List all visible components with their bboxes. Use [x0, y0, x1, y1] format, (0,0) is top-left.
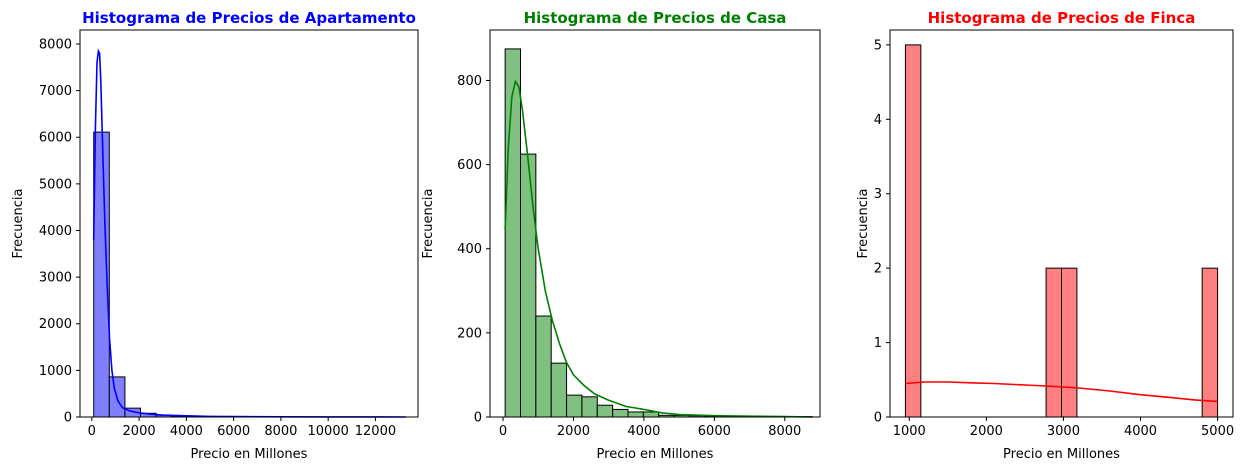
histogram-bar [550, 362, 568, 418]
x-tick-label: 2000 [123, 424, 156, 439]
axes-frame [489, 29, 821, 418]
panel-casa: 0 2000 4000 6000 8000 0 200 400 600 800 Histograma… [421, 9, 821, 462]
chart-title: Histograma de Precios de Apartamento [82, 9, 416, 27]
x-tick-label: 4000 [1124, 424, 1157, 439]
x-tick-label: 2000 [557, 424, 590, 439]
y-tick-label: 6000 [39, 131, 72, 146]
kde-line [92, 48, 406, 418]
panel-apartamento: 0 2000 4000 6000 8000 10000 12000 0 1000 2000 3000… [11, 9, 419, 462]
x-tick-label: 2000 [970, 424, 1003, 439]
histogram-bar [535, 315, 552, 418]
histogram-bar [1061, 267, 1078, 418]
y-tick-label: 3000 [39, 271, 72, 286]
x-tick-label: 8000 [768, 424, 801, 439]
y-tick-label: 7000 [39, 84, 72, 99]
y-tick-label: 0 [64, 411, 72, 426]
y-tick-label: 3 [874, 187, 882, 202]
histogram-bar [1201, 267, 1219, 418]
histogram-bar [566, 394, 583, 418]
x-tick-label: 6000 [217, 424, 250, 439]
panel-finca: 1000 2000 3000 4000 5000 0 1 2 3 4 5 Histograma de … [856, 9, 1234, 462]
y-tick-label: 5000 [39, 177, 72, 192]
chart-title: Histograma de Precios de Finca [928, 9, 1196, 27]
y-tick-label: 200 [457, 326, 482, 341]
y-tick-label: 0 [874, 411, 882, 426]
y-tick-label: 800 [457, 74, 482, 89]
kde-line [504, 79, 813, 418]
axes-frame [79, 29, 419, 418]
x-tick-label: 4000 [170, 424, 203, 439]
x-tick-label: 12000 [355, 424, 396, 439]
y-axis-label: Frecuencia [11, 189, 26, 259]
x-axis-label: Precio en Millones [1003, 447, 1120, 462]
y-tick-label: 400 [457, 242, 482, 257]
y-tick-label: 0 [474, 411, 482, 426]
y-tick-label: 1 [874, 336, 882, 351]
x-axis-label: Precio en Millones [597, 447, 714, 462]
histogram-bar [904, 44, 922, 418]
histogram-bar [627, 411, 644, 418]
y-tick-label: 1000 [39, 364, 72, 379]
y-tick-label: 4000 [39, 224, 72, 239]
x-tick-label: 8000 [264, 424, 297, 439]
x-axis-label: Precio en Millones [191, 447, 308, 462]
y-tick-label: 5 [874, 38, 882, 53]
x-tick-label: 6000 [698, 424, 731, 439]
histogram-bar [1045, 267, 1062, 418]
x-tick-label: 10000 [308, 424, 349, 439]
histogram-bar [612, 408, 629, 418]
y-tick-label: 600 [457, 158, 482, 173]
y-axis-label: Frecuencia [856, 189, 871, 259]
x-tick-label: 0 [88, 424, 96, 439]
histogram-bar [642, 411, 660, 418]
y-tick-label: 4 [874, 113, 882, 128]
histogram-bar [596, 404, 614, 418]
x-tick-label: 1000 [893, 424, 926, 439]
x-tick-label: 4000 [627, 424, 660, 439]
kde-line [905, 381, 1218, 403]
y-axis-label: Frecuencia [421, 189, 436, 259]
y-tick-label: 2 [874, 262, 882, 277]
y-tick-label: 2000 [39, 317, 72, 332]
y-tick-label: 8000 [39, 37, 72, 52]
x-tick-label: 3000 [1047, 424, 1080, 439]
x-tick-label: 5000 [1201, 424, 1234, 439]
chart-title: Histograma de Precios de Casa [524, 9, 787, 27]
histogram-bar [519, 153, 537, 418]
x-tick-label: 0 [499, 424, 507, 439]
histogram-bar [504, 48, 521, 418]
axes-frame [889, 29, 1234, 418]
histogram-bar [581, 396, 598, 418]
